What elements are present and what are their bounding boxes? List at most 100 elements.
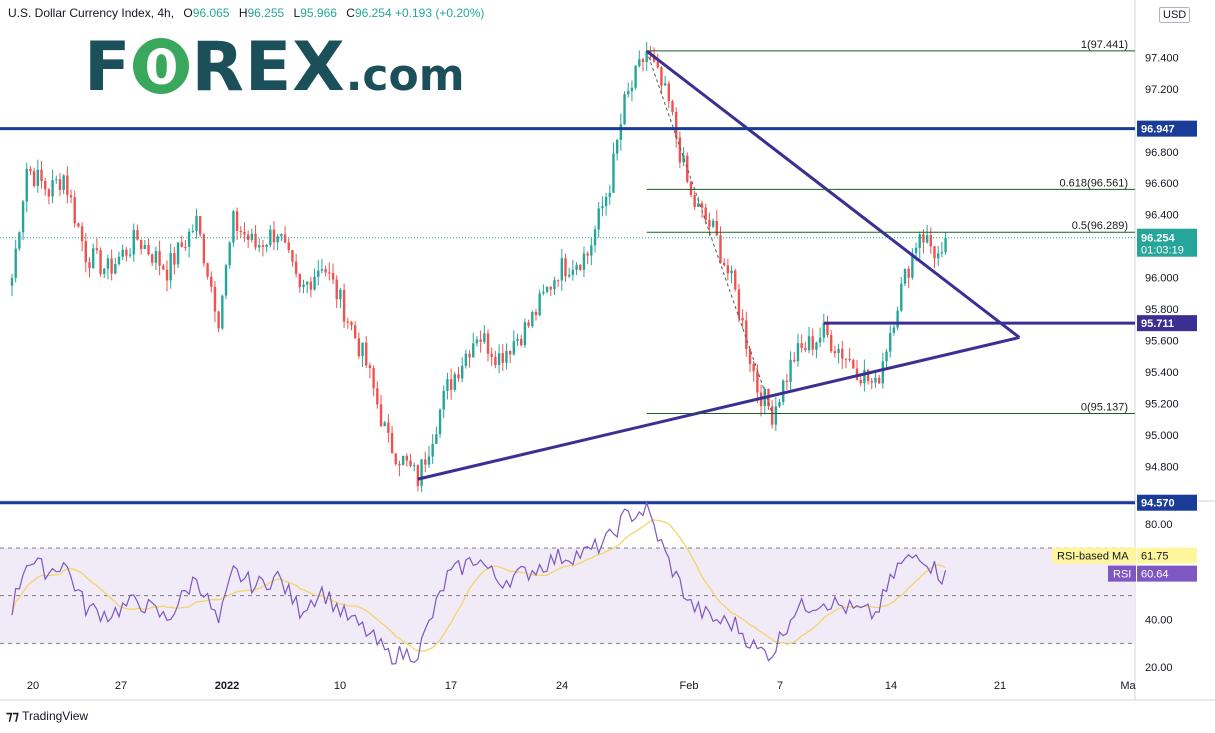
candle-body: [69, 195, 73, 198]
candle-body: [95, 248, 99, 251]
candle-body: [258, 245, 261, 248]
candle-body: [261, 245, 265, 247]
candle-body: [881, 361, 885, 384]
candle-body: [44, 180, 47, 190]
candle-body: [435, 434, 438, 445]
candle-body: [460, 365, 464, 379]
price-tick-label: 95.400: [1145, 367, 1179, 379]
candle-body: [114, 263, 117, 274]
tradingview-brand[interactable]: ⁊⁊ TradingView: [6, 708, 88, 724]
candle-body: [556, 280, 560, 282]
candle-body: [169, 253, 172, 281]
candle-body: [892, 327, 896, 333]
candle-body: [697, 203, 700, 207]
candle-body: [866, 369, 870, 382]
upper-trendline: [645, 49, 1021, 339]
price-tick-label: 94.800: [1145, 462, 1179, 474]
candle-body: [508, 350, 512, 355]
candle-body: [291, 250, 294, 262]
candle-body: [774, 406, 778, 425]
candle-body: [383, 422, 386, 427]
candle-body: [25, 168, 28, 202]
candle-body: [317, 270, 320, 277]
candle-body: [490, 353, 493, 357]
candle-body: [32, 171, 36, 186]
candle-body: [339, 289, 342, 300]
candle-body: [357, 338, 361, 357]
candle-body: [579, 264, 582, 270]
candle-body: [14, 248, 17, 278]
candle-body: [457, 374, 460, 379]
rsi-ma-legend-tag: [1052, 547, 1136, 564]
candle-body: [280, 234, 283, 237]
fib-level-label: 0(95.137): [1081, 401, 1128, 413]
candle-body: [748, 348, 752, 364]
time-tick-label: 20: [27, 680, 39, 692]
candle-body: [940, 252, 944, 254]
candle-body: [678, 137, 682, 163]
candle-body: [235, 211, 239, 231]
level-price-tag: [1137, 315, 1197, 332]
current-price-label: 96.254: [1141, 233, 1176, 245]
rsi-ma-value-tag: [1137, 547, 1197, 564]
candle-body: [497, 353, 501, 365]
candle-body: [542, 291, 545, 294]
candle-body: [494, 356, 497, 365]
candle-body: [848, 358, 851, 361]
candle-body: [523, 322, 527, 346]
fib-level-label: 0.5(96.289): [1072, 220, 1128, 232]
open-value: 96.065: [192, 6, 230, 20]
candle-body: [693, 195, 696, 207]
candle-body: [151, 254, 154, 263]
candle-body: [608, 192, 611, 198]
candle-body: [306, 281, 309, 285]
candle-body: [612, 153, 615, 193]
candle-body: [420, 459, 423, 486]
price-tick-label: 95.000: [1145, 430, 1179, 442]
candle-body: [479, 339, 482, 342]
candle-body: [431, 444, 434, 457]
candle-body: [77, 223, 80, 227]
candle-body: [800, 343, 803, 348]
candle-body: [187, 231, 191, 247]
currency-button[interactable]: USD: [1159, 7, 1191, 23]
candle-body: [818, 337, 822, 343]
current-price-tag: [1137, 228, 1197, 257]
candle-body: [852, 360, 855, 369]
candle-body: [313, 276, 316, 290]
candle-body: [162, 265, 165, 270]
candle-body: [353, 325, 357, 339]
candle-body: [328, 272, 331, 274]
candle-body: [722, 262, 726, 266]
candle-body: [734, 270, 737, 290]
candle-body: [486, 333, 490, 354]
candle-body: [424, 459, 427, 465]
candle-body: [173, 253, 176, 265]
candle-body: [390, 432, 394, 454]
rsi-legend-label: RSI: [1113, 569, 1131, 581]
price-tick-label: 96.000: [1145, 273, 1179, 285]
candle-body: [58, 179, 62, 190]
candle-body: [505, 350, 508, 363]
fib-level-label: 1(97.441): [1081, 39, 1128, 51]
fib-trend-dashed: [646, 50, 773, 414]
candle-body: [545, 286, 549, 292]
candle-body: [623, 94, 626, 125]
close-value: 96.254: [354, 6, 392, 20]
candle-body: [110, 258, 113, 274]
time-tick-label: 21: [994, 680, 1006, 692]
candle-body: [365, 342, 368, 366]
candle-body: [143, 245, 147, 249]
candle-body: [195, 216, 198, 231]
candle-body: [387, 422, 390, 433]
candle-body: [464, 353, 468, 366]
candle-body: [453, 374, 456, 390]
candle-body: [409, 460, 412, 467]
candle-body: [826, 322, 829, 335]
candle-body: [250, 233, 254, 240]
candle-body: [859, 380, 862, 384]
candle-body: [933, 246, 936, 259]
candle-body: [889, 332, 892, 352]
candle-body: [228, 242, 231, 266]
time-tick-label: 14: [885, 680, 897, 692]
